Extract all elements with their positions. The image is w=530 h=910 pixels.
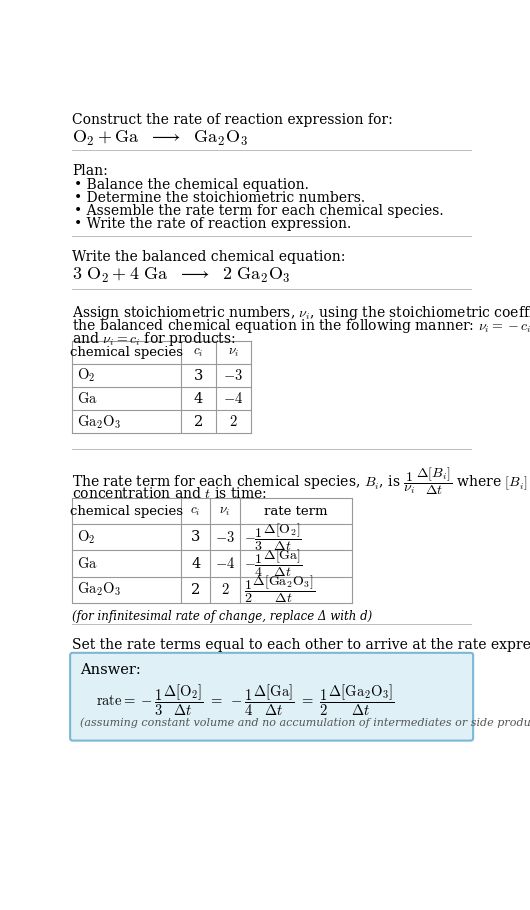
Text: $\mathrm{rate} = -\dfrac{1}{3}\dfrac{\Delta[\mathrm{O_2}]}{\Delta t}\ =\ -\dfrac: $\mathrm{rate} = -\dfrac{1}{3}\dfrac{\De… [96, 682, 394, 718]
Text: $2$: $2$ [229, 414, 237, 430]
Text: (for infinitesimal rate of change, replace Δ with d): (for infinitesimal rate of change, repla… [73, 611, 373, 623]
Text: $\mathrm{Ga}$: $\mathrm{Ga}$ [77, 556, 98, 571]
FancyBboxPatch shape [70, 652, 473, 741]
Text: rate term: rate term [264, 505, 328, 518]
Text: $\mathrm{O_2}$: $\mathrm{O_2}$ [77, 529, 96, 546]
Text: Set the rate terms equal to each other to arrive at the rate expression:: Set the rate terms equal to each other t… [73, 638, 530, 652]
Text: Answer:: Answer: [80, 662, 141, 677]
Text: $-3$: $-3$ [215, 530, 235, 545]
Text: Plan:: Plan: [73, 164, 108, 177]
Text: Assign stoichiometric numbers, $\nu_i$, using the stoichiometric coefficients, $: Assign stoichiometric numbers, $\nu_i$, … [73, 304, 530, 322]
Text: $2$: $2$ [221, 582, 229, 597]
Text: $\nu_i$: $\nu_i$ [219, 505, 231, 518]
Text: $-4$: $-4$ [215, 556, 235, 571]
Text: • Assemble the rate term for each chemical species.: • Assemble the rate term for each chemic… [74, 204, 444, 217]
Text: $\mathrm{Ga}$: $\mathrm{Ga}$ [77, 391, 98, 406]
Text: chemical species: chemical species [70, 346, 183, 359]
Text: Write the balanced chemical equation:: Write the balanced chemical equation: [73, 250, 346, 264]
Text: and $\nu_i = c_i$ for products:: and $\nu_i = c_i$ for products: [73, 330, 236, 349]
Text: $\dfrac{1}{2}\dfrac{\Delta[\mathrm{Ga_2O_3}]}{\Delta t}$: $\dfrac{1}{2}\dfrac{\Delta[\mathrm{Ga_2O… [244, 574, 316, 605]
Text: $-4$: $-4$ [223, 391, 243, 406]
Text: 4: 4 [191, 557, 200, 571]
Text: $\mathrm{O_2 + Ga\ \ \longrightarrow\ \ Ga_2O_3}$: $\mathrm{O_2 + Ga\ \ \longrightarrow\ \ … [73, 128, 248, 147]
Text: $-3$: $-3$ [223, 369, 243, 383]
Text: $-\dfrac{1}{3}\dfrac{\Delta[\mathrm{O_2}]}{\Delta t}$: $-\dfrac{1}{3}\dfrac{\Delta[\mathrm{O_2}… [244, 521, 303, 553]
Text: The rate term for each chemical species, $B_i$, is $\dfrac{1}{\nu_i}\dfrac{\Delt: The rate term for each chemical species,… [73, 466, 530, 497]
Text: $\mathrm{3\ O_2 + 4\ Ga\ \ \longrightarrow\ \ 2\ Ga_2O_3}$: $\mathrm{3\ O_2 + 4\ Ga\ \ \longrightarr… [73, 266, 291, 285]
Text: $\mathrm{O_2}$: $\mathrm{O_2}$ [77, 367, 96, 384]
Text: $c_i$: $c_i$ [193, 346, 204, 359]
Text: $-\dfrac{1}{4}\dfrac{\Delta[\mathrm{Ga}]}{\Delta t}$: $-\dfrac{1}{4}\dfrac{\Delta[\mathrm{Ga}]… [244, 548, 303, 579]
Text: 3: 3 [193, 369, 203, 382]
Text: • Write the rate of reaction expression.: • Write the rate of reaction expression. [74, 217, 351, 231]
Text: $\nu_i$: $\nu_i$ [228, 346, 239, 359]
Text: 4: 4 [194, 391, 203, 406]
Text: $\mathrm{Ga_2O_3}$: $\mathrm{Ga_2O_3}$ [77, 413, 121, 430]
Text: $\mathrm{Ga_2O_3}$: $\mathrm{Ga_2O_3}$ [77, 581, 121, 599]
Text: concentration and $t$ is time:: concentration and $t$ is time: [73, 486, 267, 501]
Text: 3: 3 [191, 531, 200, 544]
Text: $c_i$: $c_i$ [190, 505, 201, 518]
Text: the balanced chemical equation in the following manner: $\nu_i = -c_i$ for react: the balanced chemical equation in the fo… [73, 317, 530, 335]
Text: • Determine the stoichiometric numbers.: • Determine the stoichiometric numbers. [74, 191, 365, 205]
Text: chemical species: chemical species [70, 505, 183, 518]
Text: • Balance the chemical equation.: • Balance the chemical equation. [74, 177, 309, 192]
Text: Construct the rate of reaction expression for:: Construct the rate of reaction expressio… [73, 113, 393, 127]
Text: 2: 2 [194, 415, 203, 429]
Text: (assuming constant volume and no accumulation of intermediates or side products): (assuming constant volume and no accumul… [80, 717, 530, 727]
Text: 2: 2 [191, 582, 200, 597]
